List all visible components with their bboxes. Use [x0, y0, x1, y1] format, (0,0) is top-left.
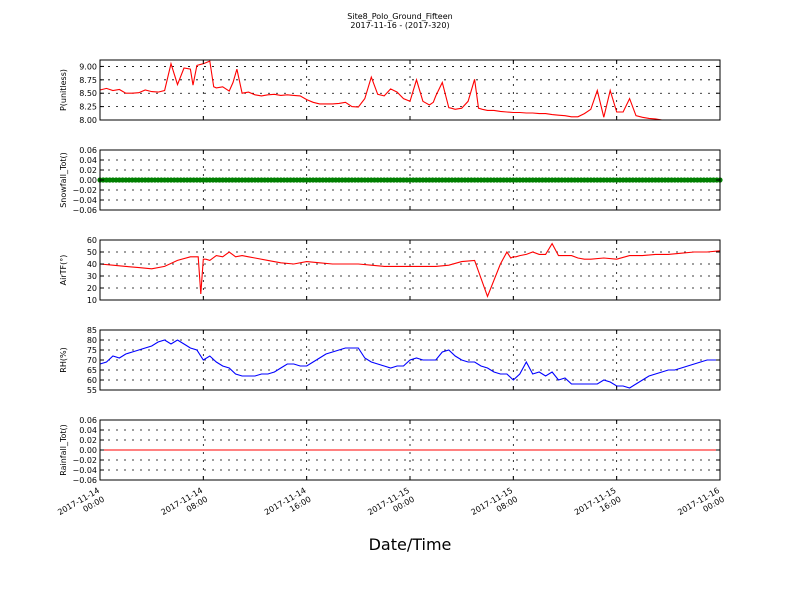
y-tick-label: 65 — [87, 366, 97, 375]
y-tick-label: 0.02 — [79, 436, 97, 445]
x-tick-label: 2017-11-1416:00 — [263, 486, 313, 526]
y-tick-label: 30 — [87, 272, 97, 281]
y-tick-label: −0.02 — [72, 186, 97, 195]
y-tick-label: 60 — [87, 376, 97, 385]
y-tick-label: 9.00 — [79, 62, 97, 71]
y-tick-label: 10 — [87, 296, 97, 305]
y-tick-label: 55 — [87, 386, 97, 395]
y-axis-label: AirTF(°) — [59, 255, 68, 286]
x-tick-label: 2017-11-1516:00 — [573, 486, 623, 526]
subplots: 8.008.258.508.759.00P(unitless)−0.06−0.0… — [56, 59, 726, 526]
y-tick-label: −0.02 — [72, 456, 97, 465]
subplot-5: −0.06−0.04−0.020.000.020.040.06 Rainfall_… — [56, 416, 726, 526]
y-tick-label: 85 — [87, 326, 97, 335]
y-tick-label: 0.04 — [79, 156, 97, 165]
y-tick-label: 0.04 — [79, 426, 97, 435]
y-tick-label: 8.25 — [79, 103, 97, 112]
y-tick-label: 20 — [87, 284, 97, 293]
y-tick-label: 8.50 — [79, 89, 97, 98]
x-tick-label: 2017-11-1600:00 — [676, 486, 726, 526]
figure-title: Site8_Polo_Ground_Fifteen — [347, 12, 452, 21]
subplot-3: 10 20 30 40 50 60 AirTF(°) — [59, 236, 721, 305]
y-tick-label: −0.04 — [72, 196, 97, 205]
y-tick-label: 0.00 — [79, 176, 97, 185]
x-axis-label: Date/Time — [369, 535, 452, 554]
y-axis-label: P(unitless) — [59, 69, 68, 111]
figure-subtitle: 2017-11-16 - (2017-320) — [350, 21, 449, 30]
x-tick-label: 2017-11-1500:00 — [366, 486, 416, 526]
y-tick-label: 0.06 — [79, 416, 97, 425]
y-tick-label: 40 — [87, 260, 97, 269]
y-tick-label: 0.02 — [79, 166, 97, 175]
y-tick-label: 0.00 — [79, 446, 97, 455]
y-tick-label: −0.06 — [72, 206, 97, 215]
subplot-1: 8.00 8.25 8.50 8.75 9.00 P(unitless) — [59, 59, 721, 125]
y-tick-label: −0.04 — [72, 466, 97, 475]
x-tick-label: 2017-11-1508:00 — [470, 486, 520, 526]
series-line — [99, 242, 721, 298]
x-tick-label: 2017-11-1400:00 — [56, 486, 106, 526]
y-tick-label: 8.75 — [79, 76, 97, 85]
subplot-2: −0.06−0.04−0.020.000.020.040.06 Snowfall_… — [59, 146, 723, 215]
series-line — [99, 60, 720, 121]
y-axis-label: Snowfall_Tot() — [59, 152, 68, 208]
y-axis-label: RH(%) — [59, 347, 68, 372]
y-tick-label: 75 — [87, 346, 97, 355]
y-axis-label: Rainfall_Tot() — [59, 424, 68, 476]
y-tick-label: 70 — [87, 356, 97, 365]
y-tick-label: 60 — [87, 236, 97, 245]
x-tick-label: 2017-11-1408:00 — [160, 486, 210, 526]
y-tick-label: 80 — [87, 336, 97, 345]
y-tick-label: −0.06 — [72, 476, 97, 485]
y-tick-label: 8.00 — [79, 116, 97, 125]
y-tick-label: 50 — [87, 248, 97, 257]
y-tick-label: 0.06 — [79, 146, 97, 155]
